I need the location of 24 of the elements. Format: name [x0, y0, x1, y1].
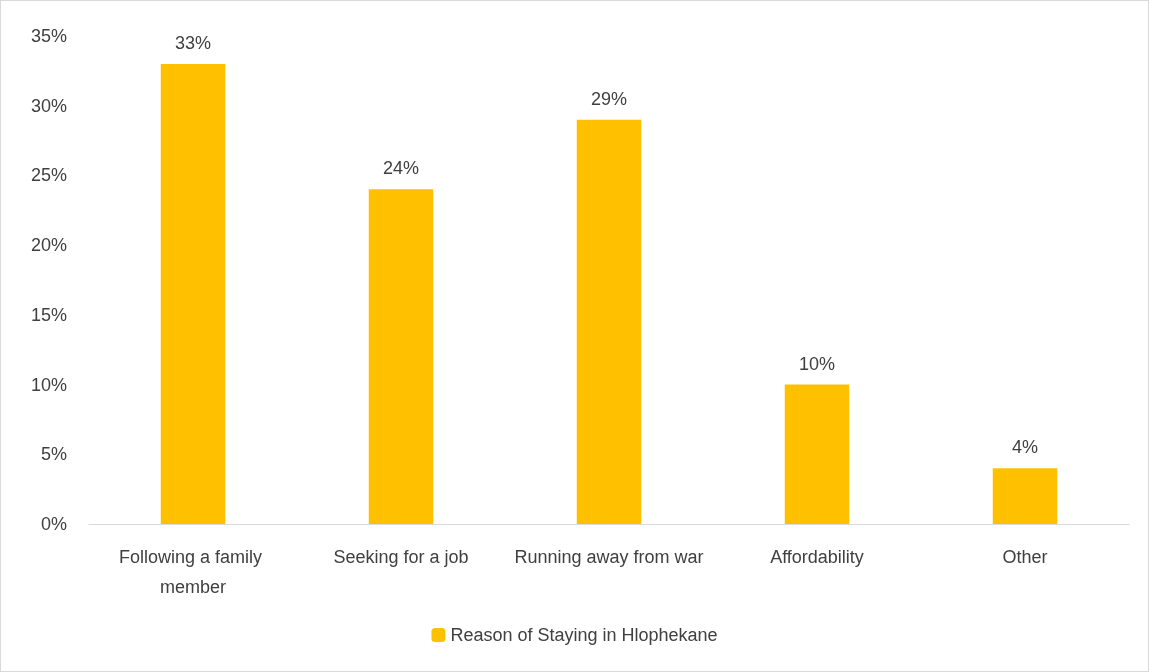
y-tick-label: 20% — [30, 235, 67, 256]
bar — [784, 384, 850, 524]
bar — [368, 189, 434, 524]
y-tick-label: 25% — [30, 165, 67, 186]
data-label: 33% — [174, 32, 212, 53]
legend-label: Reason of Staying in Hlophekane — [450, 625, 718, 645]
y-tick-label: 30% — [30, 95, 67, 116]
data-label: 4% — [1011, 437, 1039, 458]
y-tick-label: 5% — [40, 444, 67, 465]
x-tick-label: Other — [1002, 547, 1048, 567]
y-tick-label: 0% — [40, 514, 67, 534]
bar — [576, 119, 642, 524]
x-tick-label: Following a family member — [118, 547, 268, 597]
y-tick-label: 10% — [30, 374, 67, 395]
data-label: 29% — [590, 88, 628, 109]
y-tick-label: 35% — [30, 26, 67, 46]
y-tick-label: 15% — [30, 304, 67, 325]
data-label: 24% — [382, 158, 420, 179]
x-tick-label: Affordability — [770, 547, 864, 567]
bar — [160, 63, 226, 524]
data-label: 10% — [798, 353, 836, 374]
x-tick-label: Seeking for a job — [333, 547, 469, 567]
bar — [992, 468, 1058, 524]
x-tick-label: Running away from war — [514, 547, 704, 567]
